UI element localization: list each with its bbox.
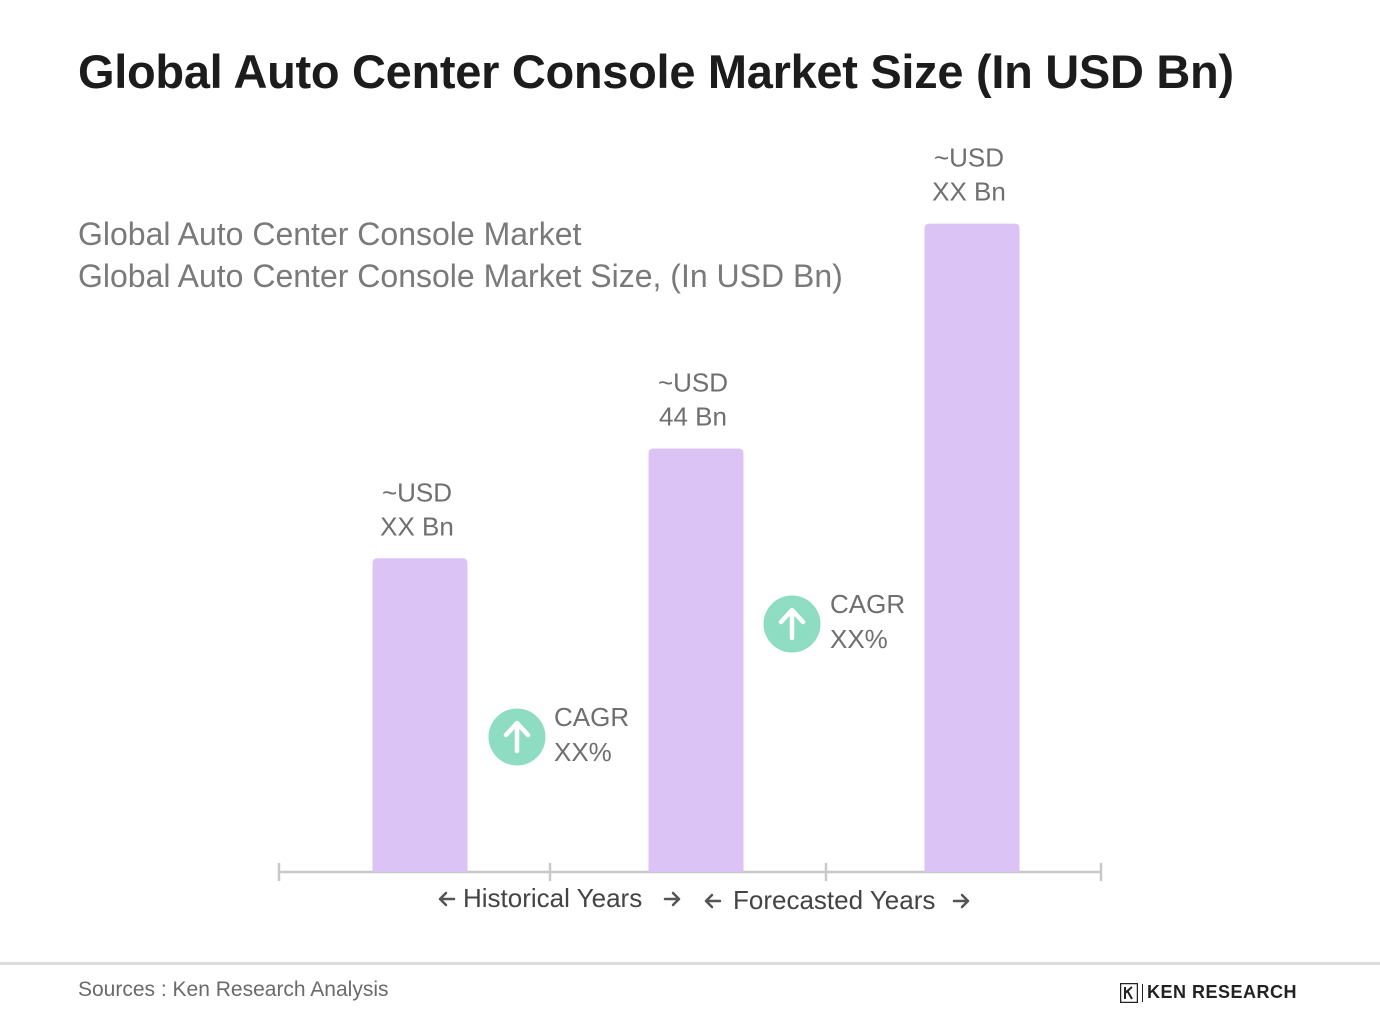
arrow-left-icon bbox=[438, 891, 456, 907]
source-note: Sources : Ken Research Analysis bbox=[78, 978, 389, 1001]
bar-value-label: ~USD bbox=[658, 367, 728, 397]
chart-title: Global Auto Center Console Market bbox=[78, 216, 582, 252]
chart-subtitle: Global Auto Center Console Market Size, … bbox=[78, 258, 843, 294]
footer-divider bbox=[0, 962, 1380, 965]
bar-value-label: ~USD bbox=[934, 143, 1004, 173]
period-label: Forecasted Years bbox=[733, 885, 935, 915]
ken-research-logo-icon bbox=[1120, 982, 1138, 1003]
arrow-up-icon bbox=[503, 720, 531, 754]
page-title: Global Auto Center Console Market Size (… bbox=[78, 45, 1234, 98]
cagr-label: CAGR bbox=[554, 702, 629, 732]
ken-research-logo: KEN RESEARCH bbox=[1120, 982, 1297, 1003]
bar bbox=[924, 223, 1020, 872]
logo-text: KEN RESEARCH bbox=[1147, 982, 1298, 1002]
arrow-right-icon bbox=[952, 893, 970, 909]
arrow-left-icon bbox=[704, 893, 722, 909]
bar-value-label: XX Bn bbox=[380, 511, 454, 541]
bar-value-label: 44 Bn bbox=[659, 401, 727, 431]
bar-value-label: ~USD bbox=[382, 477, 452, 507]
arrow-up-icon bbox=[778, 607, 806, 641]
logo-separator bbox=[1142, 983, 1143, 1002]
bar bbox=[372, 558, 468, 872]
cagr-value: XX% bbox=[830, 624, 888, 654]
cagr-value: XX% bbox=[554, 737, 612, 767]
bar bbox=[648, 448, 744, 872]
period-label: Historical Years bbox=[463, 883, 642, 913]
arrow-right-icon bbox=[663, 891, 681, 907]
cagr-label: CAGR bbox=[830, 589, 905, 619]
bar-value-label: XX Bn bbox=[932, 177, 1006, 207]
